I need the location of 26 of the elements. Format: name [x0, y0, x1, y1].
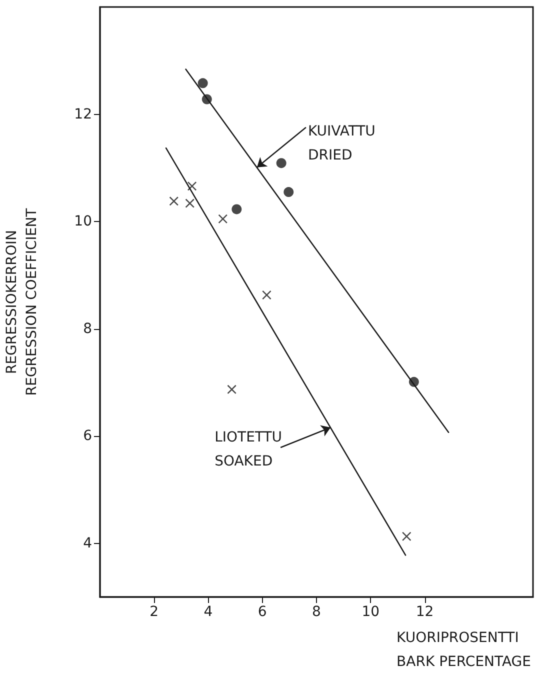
x-tick-label: 4	[204, 604, 213, 620]
point	[227, 384, 236, 394]
y-tick-label: 12	[74, 106, 92, 122]
y-axis-title: REGRESSIOKERROIN REGRESSION COEFFICIENT	[4, 208, 40, 396]
point	[284, 187, 294, 198]
point	[185, 198, 194, 208]
y-tick-label: 10	[74, 214, 92, 230]
annotation: LIOTETTU SOAKED	[214, 430, 282, 470]
point	[276, 158, 286, 168]
y-tick-label: 6	[83, 428, 92, 444]
point	[198, 78, 208, 88]
y-tick-label: 8	[83, 320, 92, 337]
point	[232, 204, 242, 214]
x-axis-title: KUORIPROSENTTI BARK PERCENTAGE	[396, 630, 532, 670]
x-tick-label: 12	[416, 604, 434, 620]
point	[169, 196, 178, 206]
point	[188, 182, 197, 191]
annotation: KUIVATTU DRIED	[308, 123, 376, 164]
x-tick-label: 6	[258, 604, 267, 620]
x-tick-label: 10	[362, 604, 380, 620]
point	[402, 532, 412, 541]
x-tick-label: 8	[312, 604, 321, 620]
point	[262, 290, 272, 300]
x-tick-label: 2	[150, 604, 159, 620]
y-tick-label: 4	[83, 535, 92, 552]
point	[218, 214, 228, 224]
